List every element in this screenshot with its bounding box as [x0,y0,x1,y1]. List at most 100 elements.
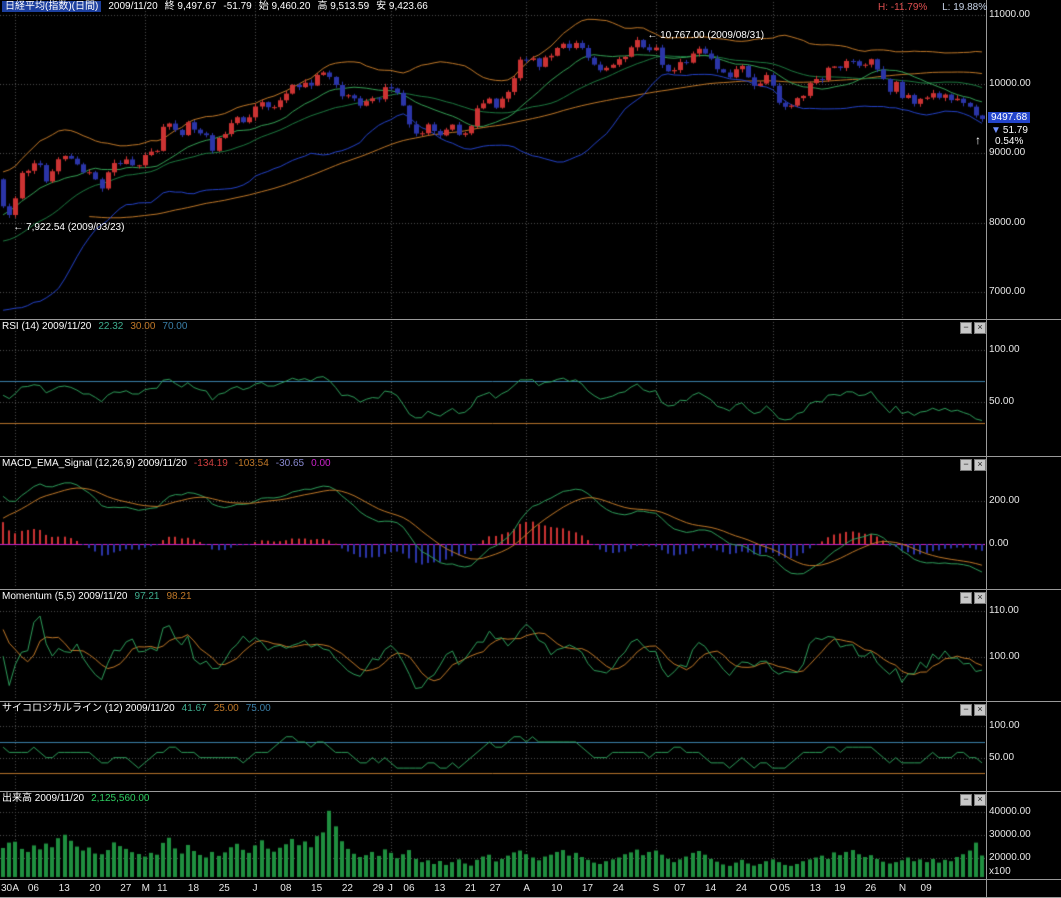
macd-panel-header: MACD_EMA_Signal (12,26,9) 2009/11/20 -134… [2,458,338,470]
x-axis-tick-label: 24 [612,883,624,894]
panel-minimize-button[interactable]: − [960,322,972,334]
main-chart-header: 日経平均(指数)(日間) 2009/11/20 終 9,497.67 -51.79 始 … [2,1,435,13]
y-axis-label: 100.00 [989,720,1020,732]
panel-close-button[interactable]: × [974,704,986,716]
y-axis-label: 10000.00 [989,78,1031,90]
psychological-chart-canvas[interactable] [0,702,985,792]
volume-unit-label: x100 [989,866,1011,877]
change-value: 51.79 [1002,124,1028,136]
panel-separator [0,456,1061,457]
x-axis-tick-label: 20 [89,883,101,894]
x-axis-tick-label: 24 [735,883,747,894]
x-axis-tick-label: 21 [464,883,477,894]
y-axis-label: 100.00 [989,651,1020,663]
x-axis-tick-label: 08 [280,883,292,894]
x-axis-tick-label: 27 [489,883,501,894]
volume-chart-canvas[interactable] [0,792,985,880]
x-axis-tick-label: 22 [341,883,353,894]
x-axis-tick-label: 26 [865,883,877,894]
panel-close-button[interactable]: × [974,592,986,604]
main-chart-canvas[interactable] [0,0,985,320]
x-axis-tick-label: 05 [778,883,791,894]
header-segment: 70.00 [162,321,188,332]
x-axis-tick-label: 10 [551,883,563,894]
panel-window-controls: − × [960,322,986,334]
header-segment: 97.21 [134,591,160,602]
header-segment: 2,125,560.00 [91,793,150,804]
x-axis-tick-label: 25 [218,883,230,894]
panel-minimize-button[interactable]: − [960,592,972,604]
panel-separator [0,791,1061,792]
panel-window-controls: − × [960,794,986,806]
x-axis-tick-label: 13 [434,883,446,894]
macd-chart-canvas[interactable] [0,457,985,590]
scroll-latest-icon[interactable]: ↑ [975,132,981,147]
header-segment: -103.54 [234,458,269,469]
y-axis-label: 100.00 [989,343,1020,355]
x-axis-tick-label: 17 [581,883,594,894]
panel-minimize-button[interactable]: − [960,794,972,806]
x-axis-tick-label: O [769,883,778,894]
x-axis-tick-label: M [141,883,151,894]
header-segment: 高 9,513.59 [317,1,370,12]
x-axis-tick-label: S [652,883,660,894]
x-axis-tick-label: 15 [311,883,323,894]
last-price-tag: 9497.68 [988,111,1031,123]
momentum-panel-header: Momentum (5,5) 2009/11/20 97.21 98.21 [2,591,199,603]
y-axis-label: 110.00 [989,604,1019,616]
x-axis-tick-label: J [252,883,258,894]
rsi-chart-canvas[interactable] [0,320,985,457]
header-segment: 22.32 [98,321,124,332]
header-segment: 75.00 [245,703,271,714]
panel-window-controls: − × [960,459,986,471]
y-axis-label: 9000.00 [989,147,1026,159]
panel-separator [0,701,1061,702]
header-segment: 2009/11/20 [108,1,158,12]
high-percent-label: H: -11.79% [878,2,928,13]
chart-annotation: ← 7,922.54 (2009/03/23) [13,222,125,234]
x-axis-tick-label: A [12,883,20,894]
panel-close-button[interactable]: × [974,322,986,334]
header-segment: 始 9,460.20 [258,1,311,12]
chart-annotation: ← 10,767.00 (2009/08/31) [647,29,765,41]
panel-minimize-button[interactable]: − [960,459,972,471]
header-segment: 安 9,423.66 [376,1,428,12]
header-segment: -30.65 [275,458,305,469]
volume-panel-header: 出来高 2009/11/20 2,125,560.00 [2,793,156,805]
y-axis-label: 50.00 [989,395,1015,407]
y-axis-label: 40000.00 [989,805,1031,817]
panel-window-controls: − × [960,704,986,716]
header-segment: 日経平均(指数)(日間) [2,1,102,12]
down-triangle-icon: ▼ [991,124,1001,136]
y-axis-label: 200.00 [989,495,1020,507]
header-segment: RSI (14) 2009/11/20 [2,321,92,332]
header-segment: -51.79 [223,1,252,12]
x-axis-tick-label: 11 [157,883,168,894]
x-axis-tick-label: 29 [372,883,384,894]
header-segment: Momentum (5,5) 2009/11/20 [2,591,128,602]
x-axis-tick-label: 19 [834,883,846,894]
y-axis-label: 8000.00 [989,216,1026,228]
x-axis-tick-label: J [387,883,393,894]
x-axis-tick-label: 06 [403,883,415,894]
y-axis-label: 7000.00 [989,285,1026,297]
x-axis-tick-label: 13 [58,883,70,894]
panel-window-controls: − × [960,592,986,604]
panel-minimize-button[interactable]: − [960,704,972,716]
momentum-chart-canvas[interactable] [0,590,985,702]
header-segment: 30.00 [130,321,156,332]
header-segment: 98.21 [166,591,192,602]
header-segment: 出来高 2009/11/20 [2,793,85,804]
x-axis-tick-label: 27 [120,883,132,894]
header-segment: 0.00 [311,458,331,469]
header-segment: MACD_EMA_Signal (12,26,9) 2009/11/20 [2,458,187,469]
y-axis-label: 0.00 [989,538,1009,550]
panel-close-button[interactable]: × [974,459,986,471]
psychological-panel-header: サイコロジカルライン (12) 2009/11/20 41.67 25.00 75.0… [2,703,278,715]
rsi-panel-header: RSI (14) 2009/11/20 22.32 30.00 70.00 [2,321,194,333]
x-axis-tick-label: 30 [1,883,13,894]
x-axis-tick-label: 18 [187,883,200,894]
x-axis-tick-label: A [523,883,531,894]
panel-close-button[interactable]: × [974,794,986,806]
